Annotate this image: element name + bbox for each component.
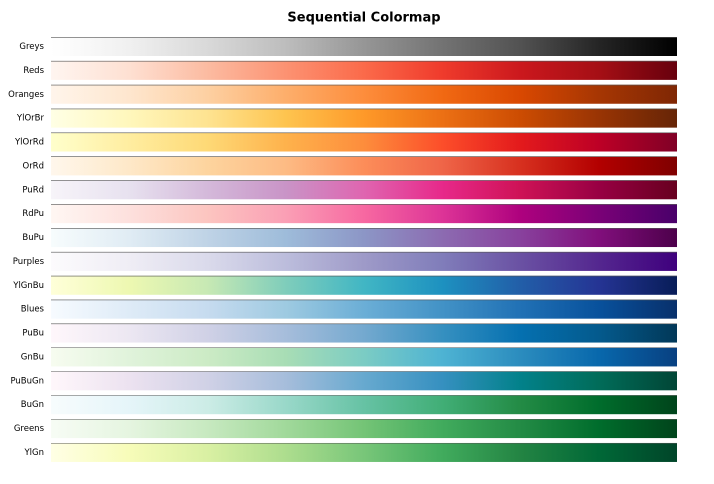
colormap-label: YlGnBu <box>12 281 44 291</box>
colormap-bar <box>51 299 677 319</box>
colormap-label: BuPu <box>22 233 44 243</box>
colormap-bar <box>51 251 677 271</box>
colormap-label: GnBu <box>21 352 44 362</box>
colormap-bar <box>51 419 677 439</box>
colormap-label: PuBu <box>22 329 44 339</box>
colormap-bar <box>51 60 677 80</box>
colormap-bar <box>51 371 677 391</box>
chart-title: Sequential Colormap <box>287 11 440 26</box>
colormap-bar <box>51 442 677 462</box>
colormap-label: Reds <box>23 66 44 76</box>
colormap-bar <box>51 204 677 224</box>
colormap-label: OrRd <box>23 161 45 171</box>
colormap-bar <box>51 180 677 200</box>
colormap-bar <box>51 108 677 128</box>
colormap-bar <box>51 37 677 56</box>
colormap-label: Greens <box>14 424 45 434</box>
colormap-bar <box>51 84 677 104</box>
colormap-label: YlOrRd <box>14 138 44 148</box>
colormap-label: YlOrBr <box>16 114 45 124</box>
colormap-label: BuGn <box>21 400 44 410</box>
colormap-bar <box>51 156 677 176</box>
colormap-label: PuRd <box>22 185 44 195</box>
colormap-label: Oranges <box>8 90 44 100</box>
colormap-bar <box>51 323 677 343</box>
colormap-label: RdPu <box>22 209 44 219</box>
colormap-label: Purples <box>13 257 45 267</box>
colormap-label: Greys <box>19 42 44 52</box>
colormap-bar <box>51 395 677 415</box>
colormap-label: Blues <box>21 305 45 315</box>
colormap-bar <box>51 347 677 367</box>
colormap-bar <box>51 132 677 152</box>
colormap-bar <box>51 275 677 295</box>
colormap-label: PuBuGn <box>10 376 44 386</box>
colormap-label: YlGn <box>23 448 44 458</box>
colormap-bar <box>51 228 677 248</box>
